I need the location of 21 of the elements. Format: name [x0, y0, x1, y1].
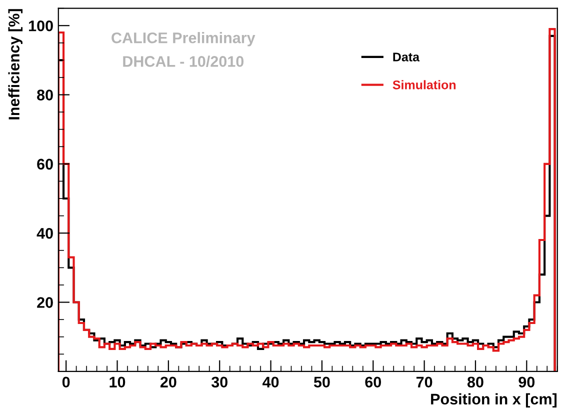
- x-tick-label: 70: [416, 376, 432, 388]
- y-tick-label: 40: [36, 228, 53, 239]
- y-tick-label: 20: [37, 297, 53, 308]
- x-tick-label: 90: [518, 376, 535, 388]
- legend-label: Data: [393, 52, 420, 62]
- x-tick-label: 50: [314, 376, 330, 388]
- x-axis-title: Position in x [cm]: [431, 393, 557, 408]
- annotation: DHCAL - 10/2010: [123, 56, 244, 68]
- x-tick-label: 20: [160, 376, 176, 388]
- x-tick-label: 30: [211, 376, 228, 388]
- x-tick-label: 40: [262, 376, 279, 388]
- y-axis-title: Inefficiency [%]: [8, 9, 22, 120]
- x-tick-label: 80: [467, 376, 484, 388]
- x-tick-label: 10: [110, 376, 126, 388]
- x-tick-label: 0: [62, 376, 70, 388]
- y-tick-label: 100: [29, 20, 53, 32]
- x-tick-label: 60: [365, 376, 381, 388]
- y-tick-label: 80: [37, 90, 53, 100]
- annotation: CALICE Preliminary: [112, 32, 256, 46]
- y-tick-label: 60: [37, 158, 53, 170]
- legend-label: Simulation: [392, 80, 456, 90]
